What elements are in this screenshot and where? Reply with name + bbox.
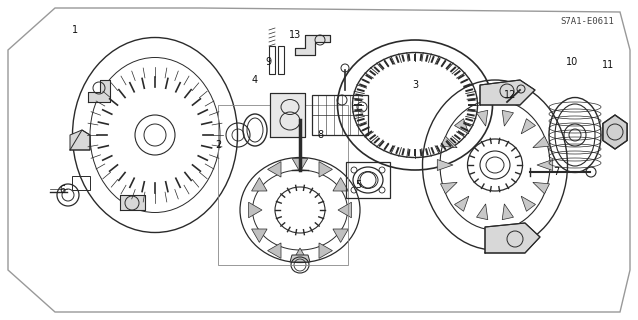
Polygon shape <box>477 110 488 126</box>
Polygon shape <box>267 162 281 177</box>
Polygon shape <box>338 202 352 218</box>
Text: 8: 8 <box>317 130 323 140</box>
Polygon shape <box>267 243 281 259</box>
Polygon shape <box>70 130 90 150</box>
Polygon shape <box>88 80 110 102</box>
Polygon shape <box>477 204 488 220</box>
Polygon shape <box>319 243 332 259</box>
Polygon shape <box>454 119 469 134</box>
Bar <box>72 176 90 190</box>
Text: 10: 10 <box>566 57 578 67</box>
Polygon shape <box>319 162 332 177</box>
Text: 3: 3 <box>412 80 418 90</box>
Polygon shape <box>292 159 308 172</box>
Text: 7: 7 <box>553 167 559 177</box>
Polygon shape <box>333 178 348 191</box>
Bar <box>278 46 284 74</box>
Polygon shape <box>537 159 553 171</box>
Polygon shape <box>502 110 514 126</box>
Text: 13: 13 <box>289 30 301 40</box>
Polygon shape <box>502 204 514 220</box>
Polygon shape <box>521 196 535 211</box>
Bar <box>269 46 275 74</box>
Bar <box>218 105 348 265</box>
Polygon shape <box>290 255 310 262</box>
Text: 1: 1 <box>72 25 78 35</box>
Text: 2: 2 <box>215 140 221 150</box>
Polygon shape <box>454 196 469 211</box>
Polygon shape <box>437 159 453 171</box>
Polygon shape <box>440 182 457 194</box>
Polygon shape <box>292 248 308 261</box>
Polygon shape <box>440 136 457 148</box>
Text: 11: 11 <box>602 60 614 70</box>
Bar <box>312 95 368 135</box>
Text: 6: 6 <box>59 185 65 195</box>
Bar <box>346 162 390 198</box>
Text: 12: 12 <box>504 90 516 100</box>
Polygon shape <box>603 115 627 149</box>
Text: 9: 9 <box>265 57 271 67</box>
Polygon shape <box>533 136 549 148</box>
Text: S7A1-E0611: S7A1-E0611 <box>560 18 614 27</box>
Polygon shape <box>333 229 348 243</box>
Polygon shape <box>480 80 535 105</box>
Polygon shape <box>270 93 305 137</box>
Polygon shape <box>120 195 145 210</box>
Polygon shape <box>251 229 267 243</box>
Polygon shape <box>533 182 549 194</box>
Polygon shape <box>485 223 540 253</box>
Text: 5: 5 <box>355 180 361 190</box>
Text: 4: 4 <box>252 75 258 85</box>
Polygon shape <box>249 202 262 218</box>
Polygon shape <box>251 178 267 191</box>
Polygon shape <box>295 35 330 55</box>
Polygon shape <box>521 119 535 134</box>
